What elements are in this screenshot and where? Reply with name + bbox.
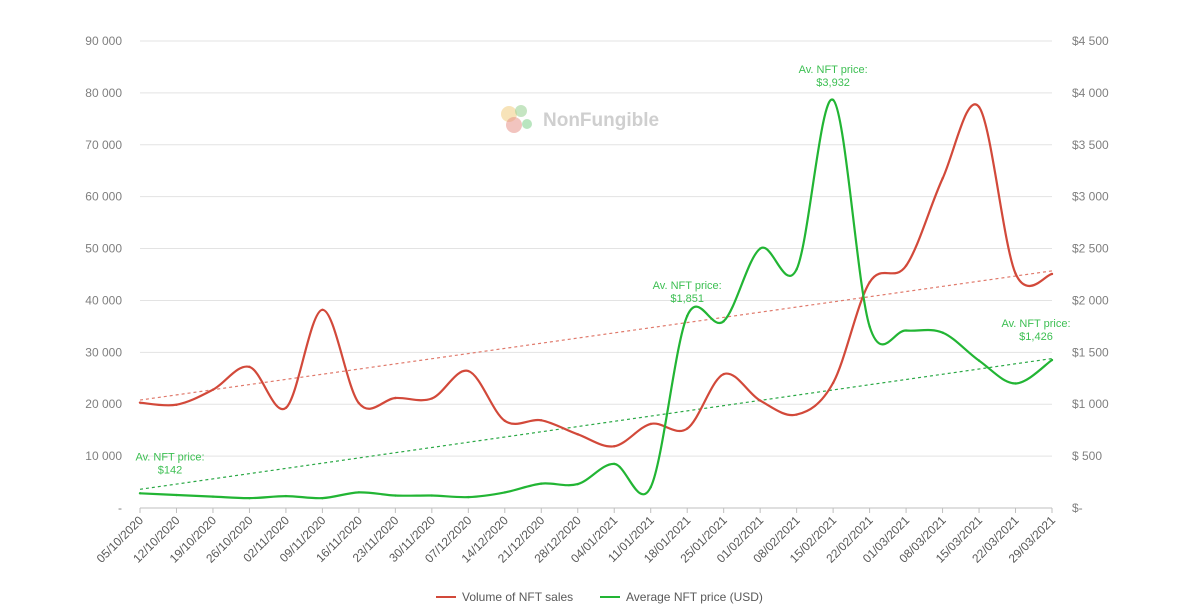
annotation-value: $3,932 xyxy=(816,77,850,89)
data-point xyxy=(649,486,652,489)
data-point xyxy=(357,401,361,405)
y-right-tick-label: $2 500 xyxy=(1072,242,1109,256)
y-left-tick-label: 40 000 xyxy=(85,293,122,307)
data-point xyxy=(795,413,798,416)
y-right-tick-label: $4 000 xyxy=(1072,86,1109,100)
data-point xyxy=(430,397,434,400)
data-point xyxy=(211,495,215,498)
data-point xyxy=(977,105,981,109)
data-point xyxy=(321,496,324,500)
data-point xyxy=(357,491,361,494)
data-point xyxy=(211,388,215,391)
annotation-label: Av. NFT price: xyxy=(799,64,868,76)
data-point xyxy=(1050,358,1054,362)
nonfungible-logo-icon xyxy=(501,105,532,133)
series-line-volume xyxy=(139,103,1053,448)
y-axis-left-ticks: - 10 000 20 000 30 000 40 000 50 000 60 000 70 … xyxy=(85,34,122,515)
watermark-text: NonFungible xyxy=(543,110,659,131)
trendline xyxy=(139,357,1053,490)
y-right-tick-label: $4 500 xyxy=(1072,34,1109,48)
data-point xyxy=(576,433,579,436)
data-point xyxy=(540,482,543,485)
data-point xyxy=(503,419,506,423)
data-point xyxy=(758,399,762,402)
data-point xyxy=(904,329,908,332)
data-point xyxy=(613,462,616,466)
data-point xyxy=(904,264,908,267)
data-point xyxy=(649,422,652,426)
data-point xyxy=(686,427,689,430)
legend-item-volume: Volume of NFT sales xyxy=(436,590,573,604)
data-point xyxy=(284,406,288,410)
annotation-label: Av. NFT price: xyxy=(1001,318,1070,330)
series-lines xyxy=(138,98,1054,500)
data-point xyxy=(1014,272,1017,275)
y-left-tick-label: 50 000 xyxy=(85,242,122,256)
data-point xyxy=(284,494,288,498)
data-point xyxy=(831,381,835,385)
data-point xyxy=(138,492,142,495)
series-line-price xyxy=(139,98,1053,500)
legend-label-price: Average NFT price (USD) xyxy=(626,590,763,604)
data-point xyxy=(941,177,944,180)
data-point xyxy=(722,372,725,376)
data-point xyxy=(941,331,944,334)
data-point xyxy=(868,281,871,284)
y-right-tick-label: $2 000 xyxy=(1072,293,1109,307)
y-left-tick-label: - xyxy=(118,501,122,515)
y-axis-right-ticks: $- $ 500 $1 000 $1 500 $2 000 $2 500 $3 000 $3 … xyxy=(1072,34,1109,515)
legend-item-price: Average NFT price (USD) xyxy=(600,590,763,604)
data-point xyxy=(758,247,762,250)
annotation-label: Av. NFT price: xyxy=(135,451,204,463)
data-point xyxy=(248,496,251,500)
data-point xyxy=(394,396,397,400)
data-point xyxy=(977,359,981,362)
data-point xyxy=(576,482,579,486)
watermark: NonFungible xyxy=(501,105,659,133)
data-point xyxy=(868,325,871,328)
data-point xyxy=(394,494,397,497)
y-left-tick-label: 70 000 xyxy=(85,138,122,152)
data-point xyxy=(467,495,470,499)
y-right-tick-label: $3 500 xyxy=(1072,138,1109,152)
data-point xyxy=(321,308,324,311)
annotation-value: $142 xyxy=(158,464,182,476)
y-right-tick-label: $1 000 xyxy=(1072,397,1109,411)
x-axis-ticks: 05/10/202012/10/202019/10/202026/10/2020… xyxy=(94,508,1058,566)
annotation-label: Av. NFT price: xyxy=(653,280,722,292)
annotation-value: $1,851 xyxy=(670,293,704,305)
data-point xyxy=(540,419,543,422)
data-point xyxy=(467,369,470,373)
data-point xyxy=(430,494,434,497)
y-left-tick-label: 90 000 xyxy=(85,34,122,48)
data-point xyxy=(1050,272,1054,276)
data-point xyxy=(248,365,251,369)
y-right-tick-label: $ 500 xyxy=(1072,449,1102,463)
trendline xyxy=(139,270,1053,401)
y-left-tick-label: 30 000 xyxy=(85,345,122,359)
y-right-tick-label: $1 500 xyxy=(1072,345,1109,359)
gridlines xyxy=(140,40,1052,509)
y-right-tick-label: $3 000 xyxy=(1072,190,1109,204)
annotation-value: $1,426 xyxy=(1019,331,1053,343)
legend-label-volume: Volume of NFT sales xyxy=(462,590,573,604)
data-point xyxy=(175,403,178,406)
y-left-tick-label: 20 000 xyxy=(85,397,122,411)
y-left-tick-label: 80 000 xyxy=(85,86,122,100)
data-point xyxy=(1014,382,1017,385)
data-point xyxy=(175,493,178,497)
data-point xyxy=(831,98,835,102)
data-point xyxy=(795,268,798,271)
data-point xyxy=(613,445,616,448)
data-point xyxy=(686,314,689,318)
y-left-tick-label: 10 000 xyxy=(85,449,122,463)
data-point xyxy=(138,401,142,404)
y-right-tick-label: $- xyxy=(1072,501,1083,515)
data-point xyxy=(722,320,725,323)
y-left-tick-label: 60 000 xyxy=(85,190,122,204)
data-point xyxy=(503,491,506,494)
legend: Volume of NFT sales Average NFT price (U… xyxy=(436,590,763,604)
